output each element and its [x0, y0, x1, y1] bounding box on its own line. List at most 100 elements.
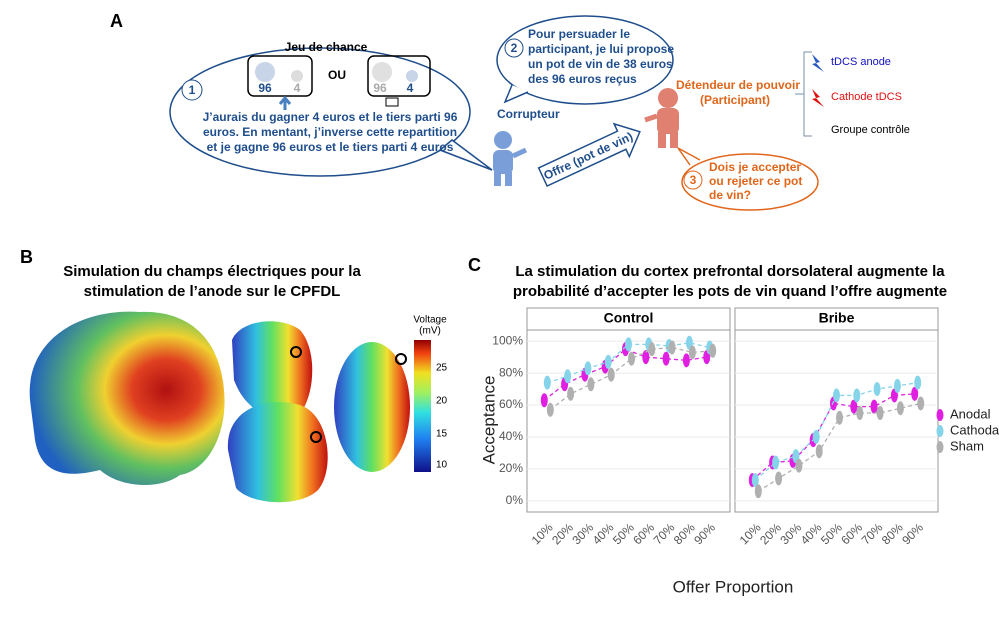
- game-title: Jeu de chance: [285, 40, 368, 54]
- y-tick-label: 40%: [499, 429, 523, 443]
- chart-title: probabilité d’accepter les pots de vin q…: [513, 283, 947, 300]
- point: [628, 351, 635, 366]
- amount: 96: [258, 81, 272, 95]
- point: [870, 399, 878, 414]
- point: [876, 406, 884, 421]
- brain-3d: [29, 311, 225, 486]
- step-text: J’aurais du gagner 4 euros et le tiers p…: [203, 110, 458, 124]
- step-text: Pour persuader le: [528, 27, 630, 41]
- colorbar-tick: 15: [436, 429, 448, 440]
- step-text: de vin?: [709, 188, 751, 202]
- y-tick-label: 80%: [499, 365, 523, 379]
- point: [751, 473, 759, 488]
- electrode-marker: [290, 346, 302, 358]
- panel-title: stimulation de l’anode sur le CPFDL: [84, 283, 341, 300]
- electrode-marker: [310, 431, 322, 443]
- bubble-tail: [503, 84, 529, 104]
- point: [772, 455, 780, 470]
- money-bag: [255, 62, 275, 82]
- chart: Control0%20%40%60%80%100%10%20%30%40%50%…: [492, 307, 999, 547]
- amount: 4: [294, 81, 301, 95]
- amount: 96: [373, 81, 387, 95]
- point: [775, 471, 783, 486]
- y-tick-label: 20%: [499, 461, 523, 475]
- point: [893, 378, 901, 393]
- point: [850, 399, 858, 414]
- legend-swatch: [936, 425, 944, 437]
- point: [682, 353, 690, 368]
- money-bag: [291, 70, 303, 82]
- choice-box: [247, 55, 313, 97]
- bracket: [795, 51, 812, 137]
- point: [587, 377, 595, 392]
- panel-label: C: [468, 255, 481, 275]
- step-circle: [504, 38, 524, 58]
- point: [917, 396, 925, 411]
- screen-icon: [385, 97, 399, 107]
- point: [754, 484, 762, 499]
- point: [540, 393, 548, 408]
- legend-label: Sham: [950, 438, 984, 453]
- participant-label: Détendeur de pouvoir: [676, 78, 800, 92]
- legend-swatch: [936, 409, 944, 421]
- speech-bubble: [169, 47, 471, 177]
- panel-label: A: [110, 11, 123, 31]
- electrode-marker: [395, 353, 407, 365]
- step-text: et je gagne 96 euros et le tiers parti 4…: [207, 140, 454, 154]
- step-number: 3: [690, 173, 697, 187]
- bolt-icon: [812, 54, 824, 72]
- choice-box: [367, 55, 431, 97]
- colorbar-tick: 10: [436, 460, 448, 471]
- point: [564, 369, 572, 384]
- point: [543, 375, 551, 390]
- point: [911, 386, 919, 401]
- group-label: tDCS anode: [831, 56, 891, 68]
- participant-figure: [644, 88, 679, 148]
- step-text: Dois je accepter: [709, 160, 801, 174]
- panel-label: B: [20, 247, 33, 267]
- bubble-tail: [677, 147, 701, 166]
- point: [833, 388, 840, 403]
- facet-title: Bribe: [819, 310, 855, 326]
- offer-arrow: Offre (pot de vin): [537, 122, 641, 188]
- point: [567, 386, 575, 401]
- point: [896, 401, 904, 416]
- speech-bubble: [496, 15, 674, 105]
- bubble-tail: [438, 139, 493, 171]
- point: [668, 340, 676, 355]
- point: [648, 342, 656, 357]
- y-axis-title: Acceptance: [479, 376, 498, 465]
- speech-bubble: [681, 153, 819, 211]
- offer-label: Offre (pot de vin): [541, 129, 635, 183]
- point: [812, 429, 820, 444]
- point: [853, 388, 861, 403]
- money-bag: [406, 70, 418, 82]
- y-tick-label: 100%: [492, 333, 523, 347]
- point: [856, 406, 864, 421]
- step-text: un pot de vin de 38 euros: [528, 57, 673, 71]
- point: [914, 375, 922, 390]
- point: [625, 337, 632, 352]
- panel-title: Simulation du champs électriques pour la: [63, 263, 361, 280]
- point: [815, 444, 823, 459]
- point: [642, 350, 650, 365]
- step-circle: [683, 170, 703, 190]
- y-tick-label: 0%: [506, 493, 524, 507]
- colorbar-title: Voltage: [413, 315, 447, 326]
- step-text: participant, je lui propose: [528, 42, 674, 56]
- colorbar-tick: 25: [436, 363, 448, 374]
- legend-label: Anodal: [950, 406, 991, 421]
- participant-label: (Participant): [700, 93, 770, 107]
- point: [688, 345, 696, 360]
- brain-slice: [334, 342, 410, 472]
- step-text: euros. En mentant, j’inverse cette repar…: [203, 125, 457, 139]
- arrow-icon: [278, 95, 292, 110]
- brain-slice: [227, 402, 328, 503]
- point: [607, 367, 615, 382]
- corrupter-label: Corrupteur: [497, 107, 560, 121]
- legend-label: Cathodal: [950, 422, 999, 437]
- step-text: ou rejeter ce pot: [709, 174, 802, 188]
- group-label: Groupe contrôle: [831, 124, 910, 136]
- chart-title: La stimulation du cortex prefrontal dors…: [515, 263, 945, 280]
